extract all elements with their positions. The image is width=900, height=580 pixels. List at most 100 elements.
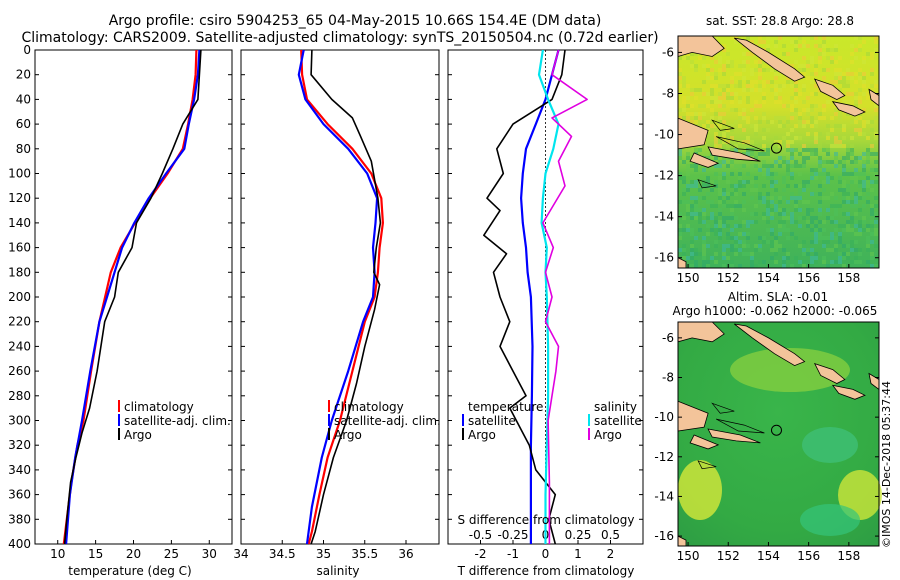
sst-pixel	[710, 256, 714, 260]
sst-pixel	[822, 196, 826, 200]
depth-tick-label: 260	[8, 364, 31, 378]
sst-title: sat. SST: 28.8 Argo: 28.8	[706, 14, 854, 28]
sst-pixel	[770, 172, 774, 176]
sst-pixel	[814, 176, 818, 180]
land-polygon	[813, 362, 846, 384]
sst-pixel	[798, 124, 802, 128]
sst-pixel	[774, 252, 778, 256]
reef-outline	[716, 418, 765, 434]
sst-pixel	[834, 260, 838, 264]
sst-pixel	[786, 168, 790, 172]
sst-pixel	[750, 40, 754, 44]
sst-pixel	[734, 84, 738, 88]
lon-tick-label: 150	[677, 271, 700, 285]
sst-pixel	[710, 88, 714, 92]
sst-pixel	[870, 256, 874, 260]
sst-pixel	[746, 96, 750, 100]
sst-pixel	[842, 128, 846, 132]
sst-pixel	[778, 164, 782, 168]
sst-pixel	[810, 260, 814, 264]
sst-pixel	[722, 140, 726, 144]
sst-pixel	[758, 248, 762, 252]
sst-pixel	[682, 228, 686, 232]
sst-pixel	[778, 84, 782, 88]
sst-pixel	[770, 244, 774, 248]
sst-pixel	[738, 116, 742, 120]
sst-pixel	[770, 80, 774, 84]
sst-pixel	[714, 156, 718, 160]
sst-pixel	[710, 180, 714, 184]
sst-pixel	[786, 172, 790, 176]
sst-pixel	[722, 156, 726, 160]
sst-pixel	[818, 164, 822, 168]
sst-pixel	[730, 36, 734, 40]
sst-pixel	[866, 160, 870, 164]
sst-pixel	[722, 132, 726, 136]
sst-pixel	[782, 212, 786, 216]
sst-pixel	[874, 264, 878, 268]
sst-pixel	[810, 60, 814, 64]
sst-pixel	[738, 72, 742, 76]
sst-pixel	[786, 104, 790, 108]
sst-pixel	[838, 252, 842, 256]
sst-pixel	[818, 48, 822, 52]
sst-pixel	[834, 220, 838, 224]
sst-pixel	[738, 204, 742, 208]
lon-tick-label: 158	[837, 271, 860, 285]
sst-pixel	[870, 180, 874, 184]
sst-pixel	[758, 260, 762, 264]
sst-pixel	[730, 172, 734, 176]
sst-pixel	[842, 244, 846, 248]
sst-pixel	[866, 200, 870, 204]
sst-pixel	[838, 188, 842, 192]
depth-tick-label: 380	[8, 512, 31, 526]
sst-pixel	[834, 208, 838, 212]
sst-pixel	[694, 248, 698, 252]
sst-pixel	[790, 176, 794, 180]
sst-pixel	[778, 212, 782, 216]
sst-pixel	[694, 208, 698, 212]
sst-pixel	[874, 80, 878, 84]
sst-pixel	[782, 84, 786, 88]
sst-pixel	[794, 256, 798, 260]
coastline	[677, 321, 880, 547]
sst-pixel	[694, 196, 698, 200]
sst-pixel	[678, 172, 682, 176]
sst-pixel	[814, 260, 818, 264]
sst-pixel	[718, 228, 722, 232]
sst-pixel	[842, 160, 846, 164]
sst-pixel	[722, 248, 726, 252]
sst-pixel	[694, 180, 698, 184]
series-climatology-line	[300, 49, 384, 545]
sst-pixel	[758, 244, 762, 248]
sst-pixel	[810, 216, 814, 220]
sst-pixel	[714, 60, 718, 64]
sst-pixel	[798, 184, 802, 188]
sst-pixel	[866, 120, 870, 124]
sst-pixel	[686, 204, 690, 208]
sst-pixel	[834, 212, 838, 216]
sst-pixel	[742, 116, 746, 120]
depth-tick-label: 20	[16, 68, 31, 82]
sst-pixel	[830, 60, 834, 64]
sst-pixel	[826, 208, 830, 212]
sst-pixel	[842, 196, 846, 200]
sst-pixel	[782, 260, 786, 264]
sst-pixel	[798, 172, 802, 176]
sst-pixel	[762, 260, 766, 264]
sst-pixel	[734, 144, 738, 148]
sla-blob	[802, 427, 858, 463]
sst-pixel	[870, 188, 874, 192]
legend-swatch-satellite-adj	[328, 414, 330, 426]
sst-pixel	[738, 112, 742, 116]
sst-pixel	[702, 244, 706, 248]
sst-pixel	[818, 60, 822, 64]
sst-pixel	[842, 212, 846, 216]
sst-pixel	[690, 164, 694, 168]
sla-axes-box	[677, 321, 880, 547]
sst-pixel	[678, 72, 682, 76]
sst-pixel	[706, 120, 710, 124]
sst-pixel	[850, 76, 854, 80]
depth-tick-label: 400	[8, 537, 31, 551]
sst-pixel	[854, 248, 858, 252]
